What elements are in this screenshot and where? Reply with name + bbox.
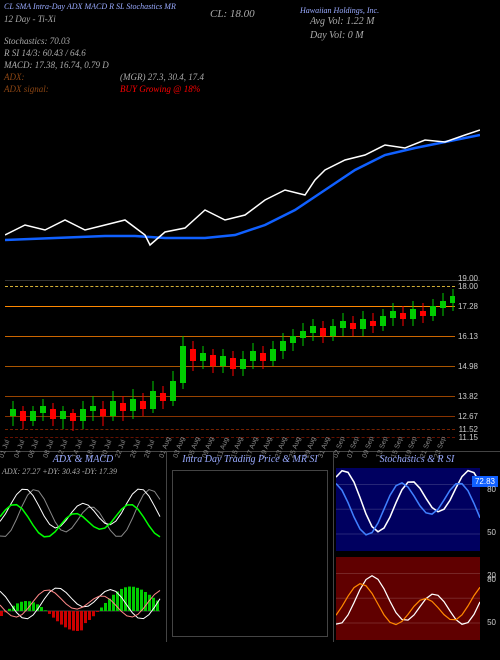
panel-title-adx: ADX & MACD [0,452,166,467]
panel-title-intraday: Intra Day Trading Price & MR SI [167,452,333,467]
intraday-panel: Intra Day Trading Price & MR SI [167,452,334,642]
company-name: Hawaiian Holdings, Inc. [300,6,379,15]
intraday-empty [172,470,328,637]
candlestick-chart: 19.0018.0017.2816.1314.9813.8212.6711.52… [5,280,480,451]
adx-label: ADX: [4,72,25,82]
header-range: 12 Day - Ti-Xi [4,14,56,24]
main-price-chart [5,90,480,280]
rsi-val: R SI 14/3: 60.43 / 64.6 [4,48,86,58]
stochastics-val: Stochastics: 70.03 [4,36,70,46]
close-price: CL: 18.00 [210,8,255,20]
day-vol: Day Vol: 0 M [310,30,364,41]
avg-vol: Avg Vol: 1.22 M [310,16,374,27]
bottom-panels: ADX & MACD ADX: 27.27 +DY: 30.43 -DY: 17… [0,451,500,642]
panel-title-stoch: Stochastics & R SI [334,452,500,467]
adx-val: (MGR) 27.3, 30.4, 17.4 [120,72,204,82]
stochastics-panel: Stochastics & R SI 72.83805020805020 [334,452,500,642]
chart-header: CL SMA Intra-Day ADX MACD R SL Stochasti… [0,0,500,90]
adx-macd-panel: ADX & MACD ADX: 27.27 +DY: 30.43 -DY: 17… [0,452,167,642]
macd-val: MACD: 17.38, 16.74, 0.79 D [4,60,109,70]
adx-reading: ADX: 27.27 +DY: 30.43 -DY: 17.39 [0,467,166,476]
header-topline: CL SMA Intra-Day ADX MACD R SL Stochasti… [4,2,176,11]
